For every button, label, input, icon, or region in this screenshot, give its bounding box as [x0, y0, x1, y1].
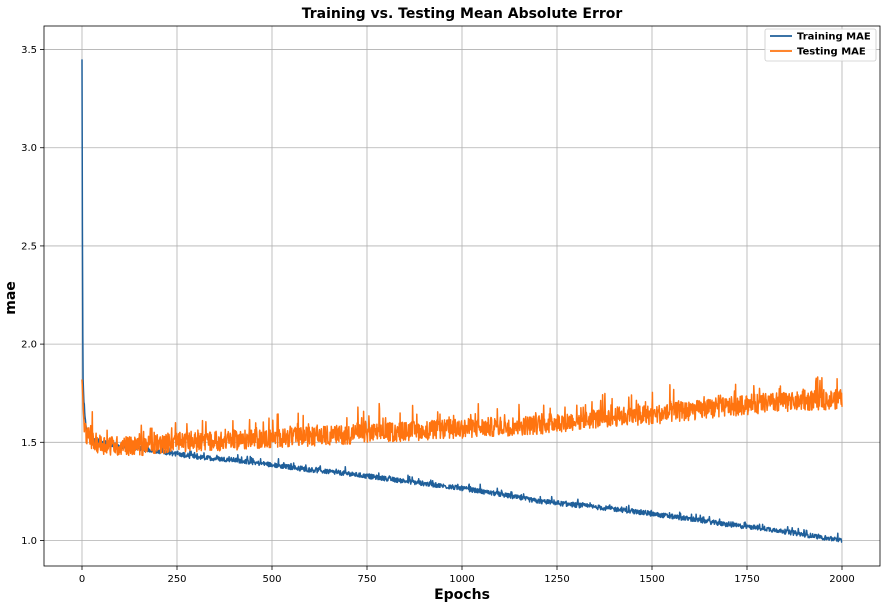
legend-box [764, 28, 877, 62]
x-tick-label: 250 [167, 574, 186, 585]
y-tick-label: 2.5 [21, 241, 37, 252]
y-tick-label: 3.5 [21, 45, 37, 56]
plot-area [81, 59, 843, 543]
x-tick-label: 1750 [734, 574, 759, 585]
legend-label: Testing MAE [797, 47, 866, 58]
y-axis: 1.0 1.5 2.0 2.5 3.0 3.5 [21, 45, 44, 547]
y-tick-label: 1.0 [21, 536, 37, 547]
x-tick-label: 750 [357, 574, 376, 585]
x-tick-label: 1500 [639, 574, 664, 585]
series-line-training [81, 59, 843, 543]
x-axis-label: Epochs [434, 587, 490, 603]
y-tick-label: 2.0 [21, 340, 37, 351]
y-tick-label: 3.0 [21, 143, 37, 154]
y-axis-label: mae [3, 281, 19, 315]
grid-lines [44, 26, 880, 566]
x-tick-label: 1000 [449, 574, 474, 585]
chart-title: Training vs. Testing Mean Absolute Error [302, 6, 623, 22]
x-axis: 0 250 500 750 1000 1250 1500 1750 2000 [79, 566, 855, 585]
legend-label: Training MAE [797, 32, 871, 43]
legend: Training MAE Testing MAE [764, 28, 877, 62]
y-tick-label: 1.5 [21, 438, 37, 449]
x-tick-label: 1250 [544, 574, 569, 585]
x-tick-label: 500 [262, 574, 281, 585]
x-tick-label: 2000 [829, 574, 854, 585]
x-tick-label: 0 [79, 574, 85, 585]
series-line-testing [81, 376, 843, 457]
